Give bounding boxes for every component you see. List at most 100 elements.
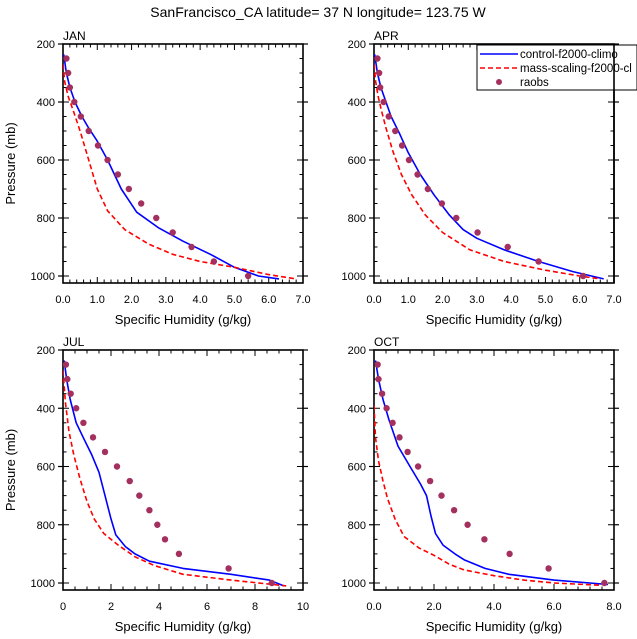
raobs-point xyxy=(63,361,70,368)
raobs-point xyxy=(153,214,160,222)
raobs-point xyxy=(85,127,92,135)
y-tick-label: 800 xyxy=(37,213,55,225)
y-tick-label: 1000 xyxy=(342,271,366,283)
raobs-point xyxy=(396,434,403,441)
raobs-point xyxy=(268,579,275,587)
y-tick-label: 600 xyxy=(37,155,55,167)
raobs-point xyxy=(64,69,72,77)
y-tick-label: 200 xyxy=(348,345,366,357)
panel-label: JUL xyxy=(63,335,85,349)
x-tick-label: 1.0 xyxy=(90,294,105,306)
y-tick-label: 1000 xyxy=(342,578,366,590)
raobs-point xyxy=(80,419,87,427)
mass-scaling-f2000-cl-line xyxy=(374,405,603,587)
y-tick-label: 1000 xyxy=(31,578,55,590)
x-axis-label: Specific Humidity (g/kg) xyxy=(426,312,563,327)
raobs-point xyxy=(438,200,446,207)
legend: control-f2000-climo mass-scaling-f2000-cl… xyxy=(476,44,637,91)
x-tick-label: 4.0 xyxy=(192,294,207,306)
raobs-point xyxy=(481,536,488,543)
x-tick-label: 8 xyxy=(252,601,258,613)
x-tick-label: 7.0 xyxy=(606,294,621,306)
raobs-point xyxy=(104,156,111,164)
raobs-point xyxy=(161,536,169,543)
raobs-point xyxy=(101,448,109,456)
y-tick-label: 400 xyxy=(37,97,55,109)
series-group xyxy=(63,360,287,587)
x-tick-label: 5.0 xyxy=(227,294,242,306)
x-tick-label: 6.0 xyxy=(572,294,587,306)
y-tick-label: 800 xyxy=(348,213,366,225)
x-tick-label: 6 xyxy=(204,601,210,613)
legend-marker xyxy=(496,79,502,85)
x-tick-label: 8.0 xyxy=(606,601,621,613)
panel-jul: JUL 200 400 600 800 1000 0 2 4 6 8 10 Specific Humid… xyxy=(3,335,309,634)
raobs-point xyxy=(244,272,252,280)
raobs-point xyxy=(398,142,406,149)
y-tick-label: 200 xyxy=(37,39,55,51)
y-tick-label: 1000 xyxy=(31,271,55,283)
x-tick-label: 10 xyxy=(297,601,309,613)
raobs-point xyxy=(114,171,122,178)
raobs-point xyxy=(378,390,386,397)
x-axis-label: Specific Humidity (g/kg) xyxy=(115,619,252,634)
raobs-point xyxy=(545,565,552,572)
raobs-point xyxy=(154,521,161,528)
series-group xyxy=(374,360,609,587)
raobs-point xyxy=(601,579,608,587)
x-axis-label: Specific Humidity (g/kg) xyxy=(115,312,252,327)
x-tick-label: 4.0 xyxy=(486,601,501,613)
legend-entry: control-f2000-climo xyxy=(520,49,618,61)
raobs-point xyxy=(464,521,471,528)
raobs-point xyxy=(453,214,460,222)
series-group xyxy=(374,54,604,280)
raobs-point xyxy=(392,127,399,135)
y-tick-label: 600 xyxy=(37,462,55,474)
mass-scaling-f2000-cl-line xyxy=(374,64,601,280)
raobs-point xyxy=(404,448,411,456)
raobs-point xyxy=(383,405,390,412)
mass-scaling-f2000-cl-line xyxy=(63,370,287,587)
raobs-point xyxy=(579,272,587,280)
control-f2000-climo-line xyxy=(374,360,609,586)
raobs-point xyxy=(380,98,387,106)
y-tick-label: 800 xyxy=(348,520,366,532)
x-tick-label: 2.0 xyxy=(124,294,139,306)
raobs-point xyxy=(137,200,145,207)
x-tick-label: 6.0 xyxy=(261,294,276,306)
x-tick-label: 1.0 xyxy=(401,294,416,306)
y-axis-label: Pressure (mb) xyxy=(3,429,18,511)
x-axis-label: Specific Humidity (g/kg) xyxy=(426,619,563,634)
x-tick-label: 0.0 xyxy=(55,294,70,306)
panel-label: OCT xyxy=(374,335,400,349)
panel-label: JAN xyxy=(63,29,86,43)
raobs-point xyxy=(389,419,396,427)
raobs-point xyxy=(89,434,97,441)
control-f2000-climo-line xyxy=(63,360,285,587)
plot-frame xyxy=(373,349,615,591)
raobs-point xyxy=(504,243,511,251)
raobs-point xyxy=(426,477,434,485)
raobs-point xyxy=(175,550,183,558)
raobs-point xyxy=(506,550,513,558)
raobs-point xyxy=(63,55,70,62)
raobs-point xyxy=(169,229,176,236)
raobs-point xyxy=(474,229,481,236)
series-group xyxy=(63,54,297,280)
raobs-point xyxy=(210,258,218,265)
y-tick-label: 600 xyxy=(348,462,366,474)
plot-frame xyxy=(62,349,304,591)
legend-entry: mass-scaling-f2000-cl xyxy=(520,63,632,75)
raobs-point xyxy=(385,113,392,120)
raobs-point xyxy=(73,405,80,412)
y-tick-label: 400 xyxy=(348,97,366,109)
raobs-point xyxy=(376,84,384,91)
raobs-point xyxy=(77,113,85,120)
raobs-point xyxy=(126,477,133,485)
x-tick-label: 4 xyxy=(156,601,162,613)
x-tick-label: 0.0 xyxy=(366,294,381,306)
raobs-point xyxy=(66,84,74,91)
raobs-point xyxy=(405,156,413,164)
raobs-point xyxy=(374,55,381,62)
